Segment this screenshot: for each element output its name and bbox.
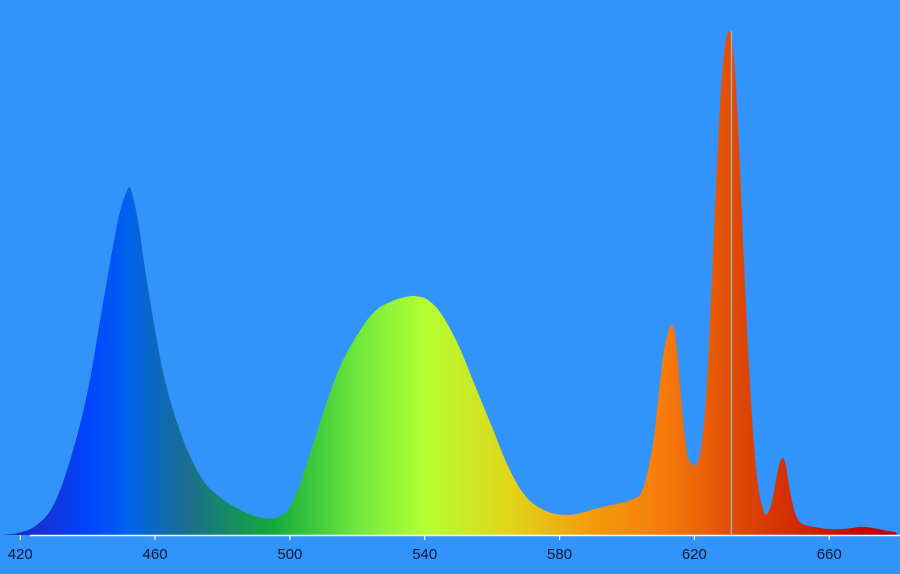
x-tick-label: 660	[817, 546, 842, 563]
x-tick-label: 540	[412, 546, 437, 563]
x-tick-label: 620	[682, 546, 707, 563]
x-tick-label: 460	[143, 546, 168, 563]
x-tick-label: 420	[8, 546, 33, 563]
spectrum-area	[3, 31, 897, 535]
x-tick-label: 500	[277, 546, 302, 563]
x-axis: 420 460 500 540 580 620 660	[8, 534, 900, 563]
x-tick-label: 580	[547, 546, 572, 563]
spectrum-area-layer	[3, 31, 897, 535]
